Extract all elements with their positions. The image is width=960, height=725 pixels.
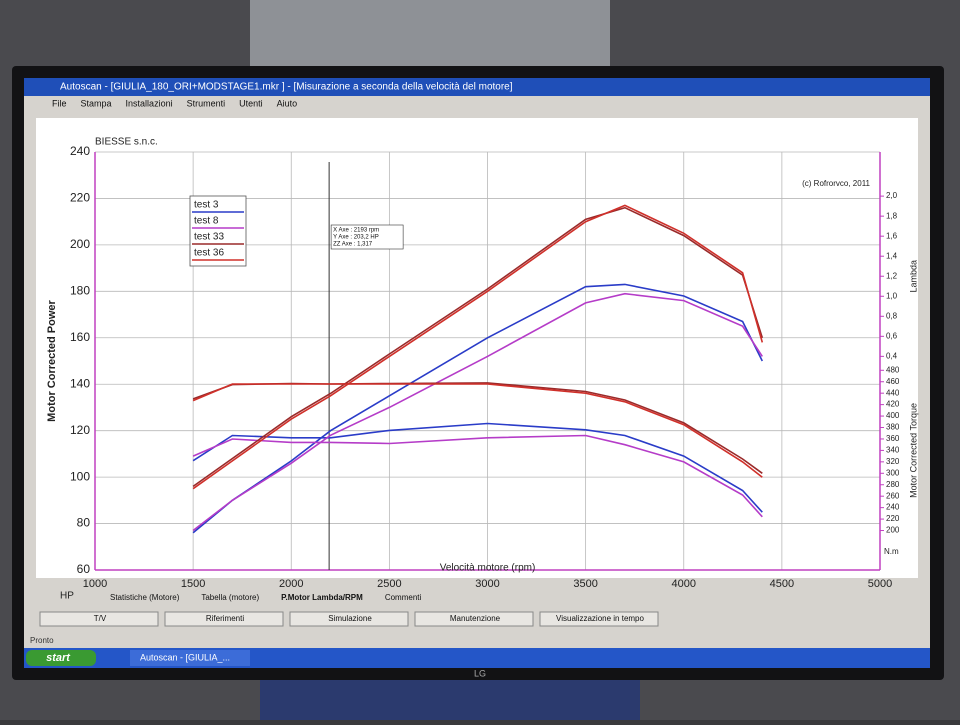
y-tick-label: 100 bbox=[70, 469, 90, 483]
x-tick-label: 3500 bbox=[573, 578, 597, 590]
x-tick-label: 4000 bbox=[672, 578, 696, 590]
y2-tick-label: 400 bbox=[886, 411, 900, 420]
x-tick-label: 5000 bbox=[868, 578, 892, 590]
torque-line bbox=[192, 422, 763, 513]
legend-label: test 33 bbox=[194, 232, 224, 243]
toolbar-label[interactable]: Riferimenti bbox=[206, 614, 244, 623]
cursor-label: X Axe : 2193 rpm bbox=[333, 228, 379, 234]
torque-line bbox=[192, 383, 763, 478]
y2-tick-label: 460 bbox=[886, 377, 900, 386]
x-tick-label: 3000 bbox=[475, 578, 499, 590]
toolbar-button[interactable] bbox=[414, 611, 534, 627]
y2-tick-label: 340 bbox=[886, 446, 900, 455]
start-button[interactable] bbox=[26, 650, 96, 666]
toolbar-button[interactable] bbox=[39, 611, 159, 627]
tab[interactable]: P.Motor Lambda/RPM bbox=[281, 593, 363, 602]
power-line bbox=[192, 204, 764, 490]
toolbar-label[interactable]: T/V bbox=[94, 614, 107, 623]
y2-tick-label: 200 bbox=[886, 526, 900, 535]
toolbar-button[interactable] bbox=[289, 611, 409, 627]
y-tick-label: 120 bbox=[70, 423, 90, 437]
x-tick-label: 1000 bbox=[83, 578, 107, 590]
legend-box bbox=[189, 195, 247, 267]
x-tick-label: 2500 bbox=[377, 578, 401, 590]
y2-tick-label: 240 bbox=[886, 503, 900, 512]
y-tick-label: 160 bbox=[70, 330, 90, 344]
tab[interactable]: Statistiche (Motore) bbox=[110, 593, 180, 602]
window-title: Autoscan - [GIULIA_180_ORI+MODSTAGE1.mkr… bbox=[60, 82, 513, 93]
y-tick-label: 220 bbox=[70, 191, 90, 205]
start-label[interactable]: start bbox=[46, 652, 71, 664]
y2-tick-label: 380 bbox=[886, 423, 900, 432]
chart-title: BIESSE s.n.c. bbox=[95, 137, 158, 148]
y2-tick-label: 220 bbox=[886, 514, 900, 523]
y-unit: HP bbox=[60, 591, 74, 602]
cursor-label: Y Axe : 203,2 HP bbox=[333, 235, 379, 241]
power-line bbox=[192, 292, 763, 532]
y2-tick-label: 260 bbox=[886, 491, 900, 500]
y3-tick-label: 1,4 bbox=[886, 251, 898, 260]
y-tick-label: 60 bbox=[77, 562, 91, 576]
y-tick-label: 200 bbox=[70, 237, 90, 251]
toolbar-button[interactable] bbox=[164, 611, 284, 627]
y2-unit: N.m bbox=[884, 547, 899, 556]
toolbar-label[interactable]: Manutenzione bbox=[450, 614, 501, 623]
y2-tick-label: 300 bbox=[886, 468, 900, 477]
task-label[interactable]: Autoscan - [GIULIA_... bbox=[140, 652, 230, 662]
menu-item[interactable]: Installazioni bbox=[126, 98, 173, 108]
menu-item[interactable]: File bbox=[52, 98, 67, 108]
y3-tick-label: 1,8 bbox=[886, 211, 898, 220]
menu-item[interactable]: Strumenti bbox=[187, 98, 226, 108]
x-axis-label: Velocità motore (rpm) bbox=[440, 563, 536, 574]
legend-label: test 8 bbox=[194, 216, 219, 227]
y2-tick-label: 360 bbox=[886, 434, 900, 443]
y-tick-label: 140 bbox=[70, 376, 90, 390]
toolbar-button[interactable] bbox=[539, 611, 659, 627]
menu-item[interactable]: Utenti bbox=[239, 98, 263, 108]
toolbar-label[interactable]: Visualizzazione in tempo bbox=[556, 614, 644, 623]
legend-label: test 36 bbox=[194, 248, 224, 259]
y2-tick-label: 440 bbox=[886, 388, 900, 397]
y2-tick-label: 280 bbox=[886, 480, 900, 489]
menu-item[interactable]: Aiuto bbox=[277, 98, 298, 108]
status-text: Pronto bbox=[30, 636, 54, 645]
tab[interactable]: Tabella (motore) bbox=[201, 593, 259, 602]
y3-tick-label: 1,0 bbox=[886, 291, 898, 300]
y3-tick-label: 2,0 bbox=[886, 191, 898, 200]
taskbar bbox=[24, 648, 930, 668]
tab[interactable]: Commenti bbox=[385, 593, 422, 602]
y-tick-label: 80 bbox=[77, 516, 91, 530]
y3-tick-label: 1,2 bbox=[886, 271, 898, 280]
cursor-box bbox=[330, 224, 404, 250]
y-tick-label: 180 bbox=[70, 284, 90, 298]
y3-axis-label: Lambda bbox=[908, 260, 918, 293]
chart-panel bbox=[36, 118, 918, 578]
torque-line bbox=[192, 434, 763, 518]
power-line bbox=[192, 283, 764, 534]
y3-tick-label: 0,6 bbox=[886, 331, 898, 340]
y-axis-label: Motor Corrected Power bbox=[46, 299, 58, 421]
y2-axis-label: Motor Corrected Torque bbox=[908, 403, 918, 498]
x-tick-label: 4500 bbox=[770, 578, 794, 590]
y3-tick-label: 1,6 bbox=[886, 231, 898, 240]
legend-label: test 3 bbox=[194, 200, 219, 211]
x-tick-label: 1500 bbox=[181, 578, 205, 590]
y3-tick-label: 0,8 bbox=[886, 311, 898, 320]
y2-tick-label: 320 bbox=[886, 457, 900, 466]
chart-subtitle: (c) Rofrorvco, 2011 bbox=[802, 179, 870, 188]
toolbar-label[interactable]: Simulazione bbox=[328, 614, 372, 623]
power-line bbox=[192, 206, 764, 488]
y2-tick-label: 420 bbox=[886, 400, 900, 409]
y-tick-label: 240 bbox=[70, 144, 90, 158]
brand: LG bbox=[474, 668, 486, 678]
x-tick-label: 2000 bbox=[279, 578, 303, 590]
cursor-label: ZZ Axe : 1,317 bbox=[333, 242, 373, 248]
y2-tick-label: 480 bbox=[886, 365, 900, 374]
y3-tick-label: 0,4 bbox=[886, 351, 898, 360]
menu-item[interactable]: Stampa bbox=[81, 98, 112, 108]
title-bar bbox=[24, 78, 930, 96]
task-button[interactable] bbox=[130, 650, 250, 666]
